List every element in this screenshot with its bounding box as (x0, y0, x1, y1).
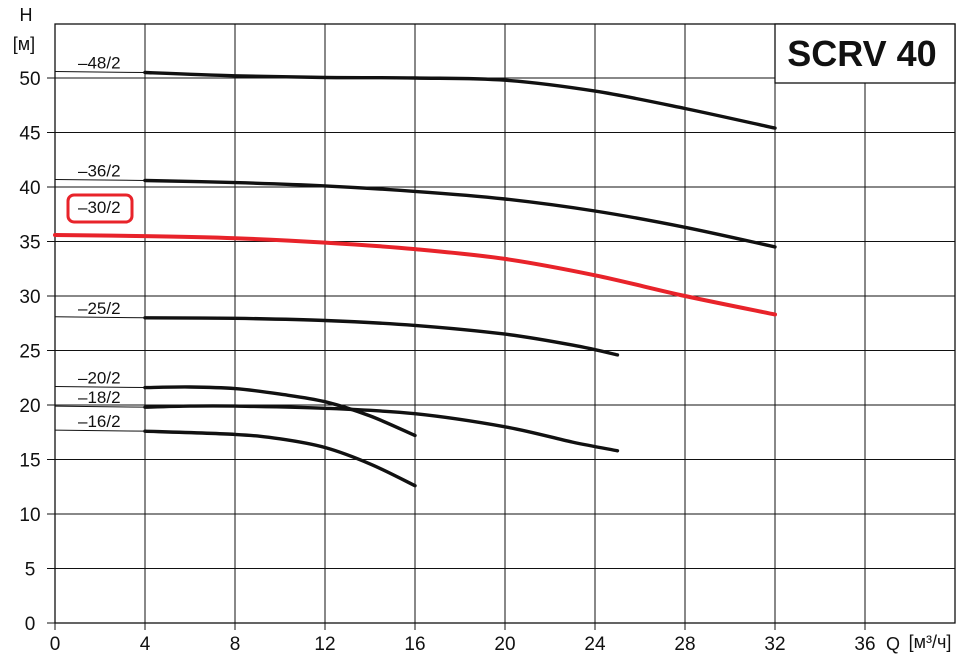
chart-title: SCRV 40 (787, 33, 936, 74)
label-leader-line (54, 71, 146, 74)
label-leader-line (54, 405, 146, 408)
curve-label-16-2: –16/2 (78, 412, 121, 431)
curve-18-2 (143, 404, 620, 453)
y-tick-label: 30 (19, 287, 40, 308)
y-tick-label: 10 (19, 505, 40, 526)
curve-48-2 (143, 70, 777, 130)
label-leader-line (54, 316, 146, 319)
y-tick-label: 45 (19, 124, 40, 145)
curve-30-2 (53, 233, 777, 317)
chart-title-box (774, 23, 956, 84)
curves (53, 70, 777, 488)
curve-labels: –48/2 –36/2 –30/2 –25/2 –20/2–18/2 –16/2 (66, 54, 134, 431)
curve-label-36-2: –36/2 (78, 161, 121, 180)
y-tick-label: 5 (25, 560, 36, 581)
y-tick-label: 50 (19, 69, 40, 90)
y-tick-label: 25 (19, 342, 40, 363)
curve-label-30-2: –30/2 (78, 198, 121, 217)
curve-label-20-2: –20/2 (78, 369, 121, 388)
y-tick-label: 0 (25, 614, 36, 635)
label-leader-line (54, 178, 146, 181)
x-tick-label: 32 (764, 634, 785, 655)
highlight-box (66, 193, 134, 224)
label-leader-line (54, 429, 146, 432)
x-tick-label: 8 (230, 634, 241, 655)
x-tick-label: 12 (314, 634, 335, 655)
x-tick-label: 4 (140, 634, 151, 655)
x-tick-label: 28 (674, 634, 695, 655)
y-tick-label: 35 (19, 233, 40, 254)
y-axis-unit: [м] (13, 34, 35, 54)
label-leader-line (54, 386, 146, 389)
curve-16-2 (143, 429, 417, 488)
curve-label-48-2: –48/2 (78, 54, 121, 73)
curve-label-18-2: –18/2 (78, 388, 121, 407)
x-tick-label: 20 (494, 634, 515, 655)
y-tick-label: 15 (19, 451, 40, 472)
curve-36-2 (143, 178, 777, 249)
x-tick-labels: 0 4 8 12 16 20 24 28 32 36 (50, 623, 876, 655)
curve-25-2 (143, 316, 620, 357)
y-axis-title: H (20, 5, 33, 25)
y-tick-label: 40 (19, 178, 40, 199)
curve-20-2 (143, 385, 417, 438)
curve-label-25-2: –25/2 (78, 299, 121, 318)
x-tick-label: 36 (854, 634, 875, 655)
label-leaders (54, 71, 146, 432)
y-tick-label: 20 (19, 396, 40, 417)
x-tick-label: 16 (404, 634, 425, 655)
x-tick-label: 24 (584, 634, 606, 655)
y-tick-labels: 0 5 10 15 20 25 30 35 40 45 50 (19, 69, 55, 635)
x-tick-label: 0 (50, 634, 61, 655)
x-axis-title: Q (886, 634, 900, 654)
x-axis-unit: [м³/ч] (909, 632, 952, 652)
